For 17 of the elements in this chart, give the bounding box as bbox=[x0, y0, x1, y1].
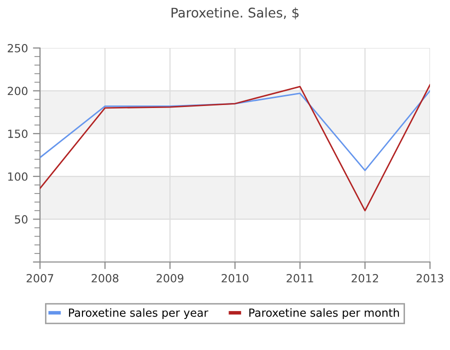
y-tick-label: 50 bbox=[14, 215, 28, 224]
x-tick-label: 2008 bbox=[92, 274, 118, 282]
y-tick-label: 100 bbox=[8, 172, 28, 181]
x-tick-label: 2011 bbox=[286, 274, 314, 282]
line-series bbox=[40, 84, 430, 212]
chart-title: Paroxetine. Sales, $ bbox=[172, 7, 299, 20]
y-tick-label: 150 bbox=[8, 130, 28, 138]
x-tick-label: 2010 bbox=[222, 274, 248, 282]
x-tick-label: 2012 bbox=[352, 274, 378, 282]
x-tick-label: 2013 bbox=[416, 274, 444, 282]
x-tick-label: 2009 bbox=[156, 274, 184, 282]
y-tick-label: 200 bbox=[8, 86, 28, 96]
line-series bbox=[40, 90, 430, 172]
legend-label: Paroxetine sales per month bbox=[249, 308, 399, 319]
x-tick-label: 2007 bbox=[26, 274, 54, 282]
legend-label: Paroxetine sales per year bbox=[69, 308, 208, 319]
y-tick-label: 250 bbox=[8, 44, 28, 52]
